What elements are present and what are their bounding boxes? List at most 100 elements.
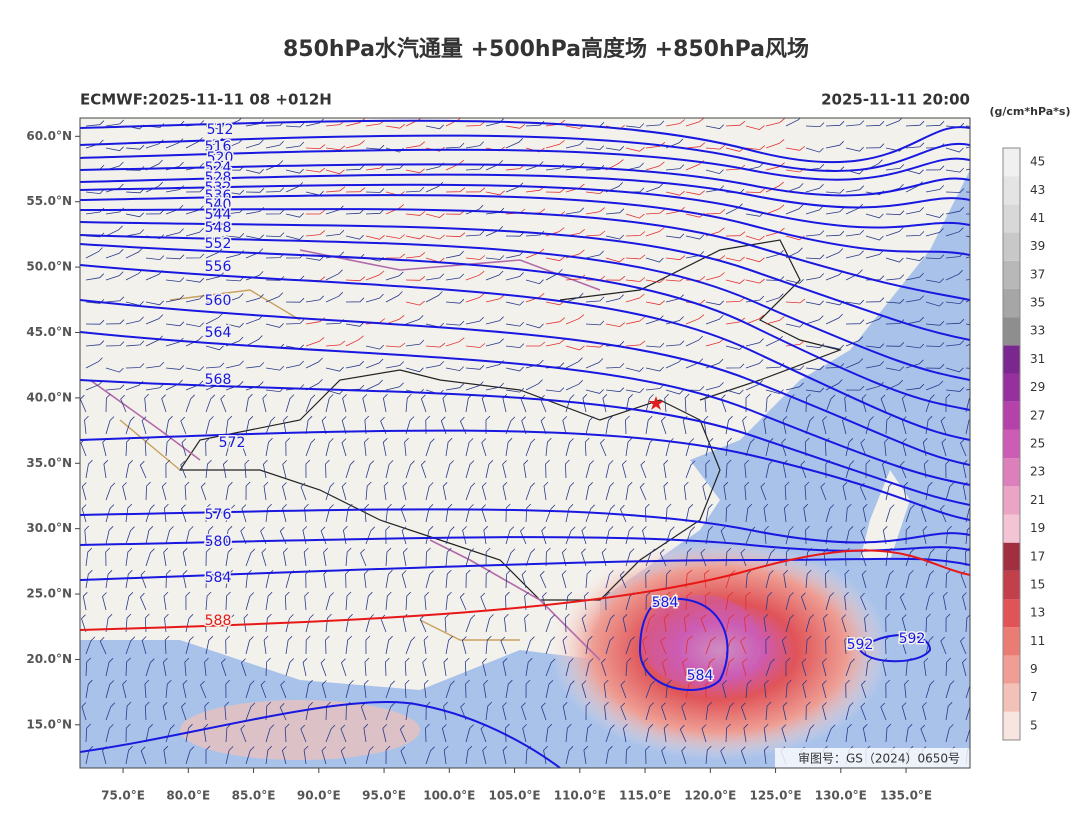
wind-barb [445,187,466,193]
wind-barb [725,614,735,633]
wind-barb [945,393,951,412]
wind-barb [865,361,885,369]
wind-barb [585,165,605,171]
wind-barb [620,680,627,699]
wind-barb [864,613,869,633]
wind-barb [765,316,785,325]
wind-barb [105,482,116,501]
wind-barb [885,504,895,523]
wind-barb [942,591,948,611]
contour-label: 536 [205,188,232,204]
wind-barb [365,344,384,350]
wind-barb [865,343,885,349]
lat-label: 40.0°N [26,390,72,404]
wind-barb [245,548,256,567]
wind-barb [144,393,149,413]
wind-barb [543,481,549,501]
wind-barb [845,120,865,127]
wind-barb [745,569,752,589]
wind-barb [85,459,93,479]
wind-barb [125,212,144,218]
wind-barb [582,394,588,413]
wind-barb [105,367,124,373]
wind-barb [240,724,247,743]
wind-barb [345,547,352,567]
wind-barb [545,658,556,677]
wind-barb [105,183,124,193]
colorbar-label: 11 [1030,634,1045,648]
wind-barb [783,503,789,523]
contour-label: 524 [205,160,232,176]
wind-barb [385,342,406,348]
wind-barb [645,342,665,348]
wind-barb [665,190,685,196]
wind-barb [861,680,867,699]
wind-barb [682,658,688,677]
wind-barb [465,164,485,171]
wind-barb [405,636,416,655]
wind-barb [925,394,935,413]
wind-barb [245,746,255,765]
wind-barb [685,504,694,523]
wind-barb [465,438,474,457]
wind-barb [281,746,287,765]
wind-barb [161,482,167,501]
wind-barb [701,724,707,743]
wind-barb [405,416,415,435]
wind-barb [785,322,804,328]
wind-barb [545,338,565,347]
wind-barb [945,387,965,392]
wind-barb [945,367,964,373]
wind-barb [505,366,524,372]
wind-barb [200,680,207,699]
lon-label: 90.0°E [297,789,341,803]
wind-barb [565,482,575,501]
wind-barb [525,438,536,457]
wind-barb [925,321,945,326]
wind-barb [945,459,951,479]
model-run: ECMWF:2025-11-11 08 +012H [80,91,332,109]
wind-barb [941,438,947,457]
wind-barb [581,548,587,567]
wind-barb [645,227,665,237]
wind-barb [465,121,486,127]
wind-barb [781,724,787,743]
wind-barb [485,270,504,281]
wind-barb [304,503,309,523]
wind-barb [565,526,576,545]
wind-barb [325,366,344,372]
wind-barb [465,316,484,325]
wind-barb [745,314,765,325]
wind-barb [205,547,211,567]
wind-barb [765,389,784,395]
wind-barb [145,383,165,391]
height-contour [80,134,970,173]
wind-barb [345,276,366,282]
wind-barb [502,746,508,765]
wind-barb [165,337,184,347]
wind-barb [185,394,195,413]
wind-barb [341,482,347,501]
wind-barb [205,526,214,545]
wind-barb [405,460,415,479]
wind-barb [625,437,633,457]
wind-barb [285,141,305,149]
wind-barb [164,635,170,655]
wind-barb [619,504,627,523]
map-frame [79,117,971,769]
wind-barb [740,746,747,765]
wind-barb [345,297,365,303]
wind-barb [925,185,945,193]
wind-barb [325,186,346,193]
wind-barb [465,187,486,193]
wind-barb [845,460,855,479]
wind-barb [445,366,464,372]
wind-barb [245,393,253,413]
wind-barb [645,702,655,721]
wind-barb [163,503,169,523]
wind-barb [805,184,824,193]
wind-barb [184,481,190,501]
wind-barb [325,592,334,611]
